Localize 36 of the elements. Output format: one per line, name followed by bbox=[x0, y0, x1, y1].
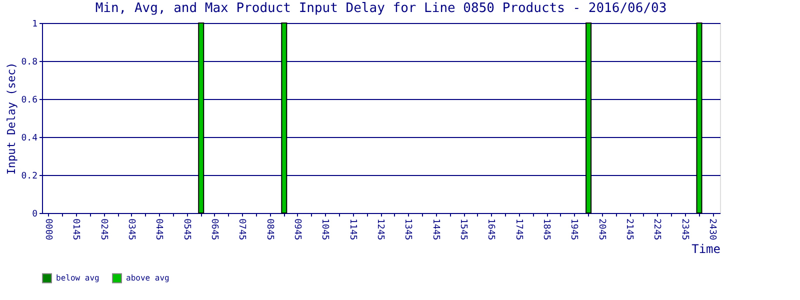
y-tick-label: 0.4 bbox=[21, 134, 38, 144]
x-tick-label: 0000 bbox=[42, 218, 53, 240]
legend-label: above avg bbox=[126, 273, 170, 282]
chart-title: Min, Avg, and Max Product Input Delay for Line 0850 Products - 2016/06/03 bbox=[95, 1, 667, 16]
x-tick-label: 0545 bbox=[181, 218, 192, 240]
x-tick-label: 0645 bbox=[208, 218, 219, 240]
y-tick-label: 1 bbox=[32, 20, 38, 30]
x-tick-label: 1845 bbox=[541, 218, 552, 240]
x-tick-label: 1745 bbox=[513, 218, 524, 240]
legend-label: below avg bbox=[56, 273, 100, 282]
y-tick-label: 0.2 bbox=[21, 172, 38, 182]
x-tick-label: 0345 bbox=[126, 218, 136, 240]
x-tick-label: 2430 bbox=[707, 218, 718, 240]
x-tick-label: 0845 bbox=[264, 218, 274, 240]
x-tick-label: 0245 bbox=[98, 218, 108, 240]
x-tick-label: 1445 bbox=[430, 218, 440, 240]
y-tick-label: 0 bbox=[32, 210, 38, 220]
y-axis-title: Input Delay (sec) bbox=[5, 62, 18, 175]
x-tick-label: 1945 bbox=[568, 218, 579, 240]
x-tick-label: 2145 bbox=[624, 218, 634, 240]
x-axis-title: Time bbox=[692, 242, 720, 256]
x-tick-label: 0145 bbox=[70, 218, 81, 240]
x-tick-label: 1045 bbox=[320, 218, 330, 240]
x-tick-label: 1345 bbox=[402, 218, 413, 240]
x-tick-label: 1645 bbox=[486, 218, 496, 240]
x-tick-label: 2345 bbox=[679, 218, 690, 240]
x-tick-label: 2045 bbox=[596, 218, 606, 240]
x-tick-label: 2245 bbox=[652, 218, 662, 240]
x-tick-label: 0945 bbox=[292, 218, 302, 240]
x-tick-label: 0445 bbox=[154, 218, 164, 240]
x-tick-label: 1245 bbox=[375, 218, 385, 240]
x-tick-label: 1545 bbox=[458, 218, 468, 240]
x-tick-label: 1145 bbox=[347, 218, 358, 240]
y-tick-label: 0.8 bbox=[21, 58, 38, 68]
y-tick-label: 0.6 bbox=[21, 96, 38, 106]
x-tick-label: 0745 bbox=[236, 218, 247, 240]
